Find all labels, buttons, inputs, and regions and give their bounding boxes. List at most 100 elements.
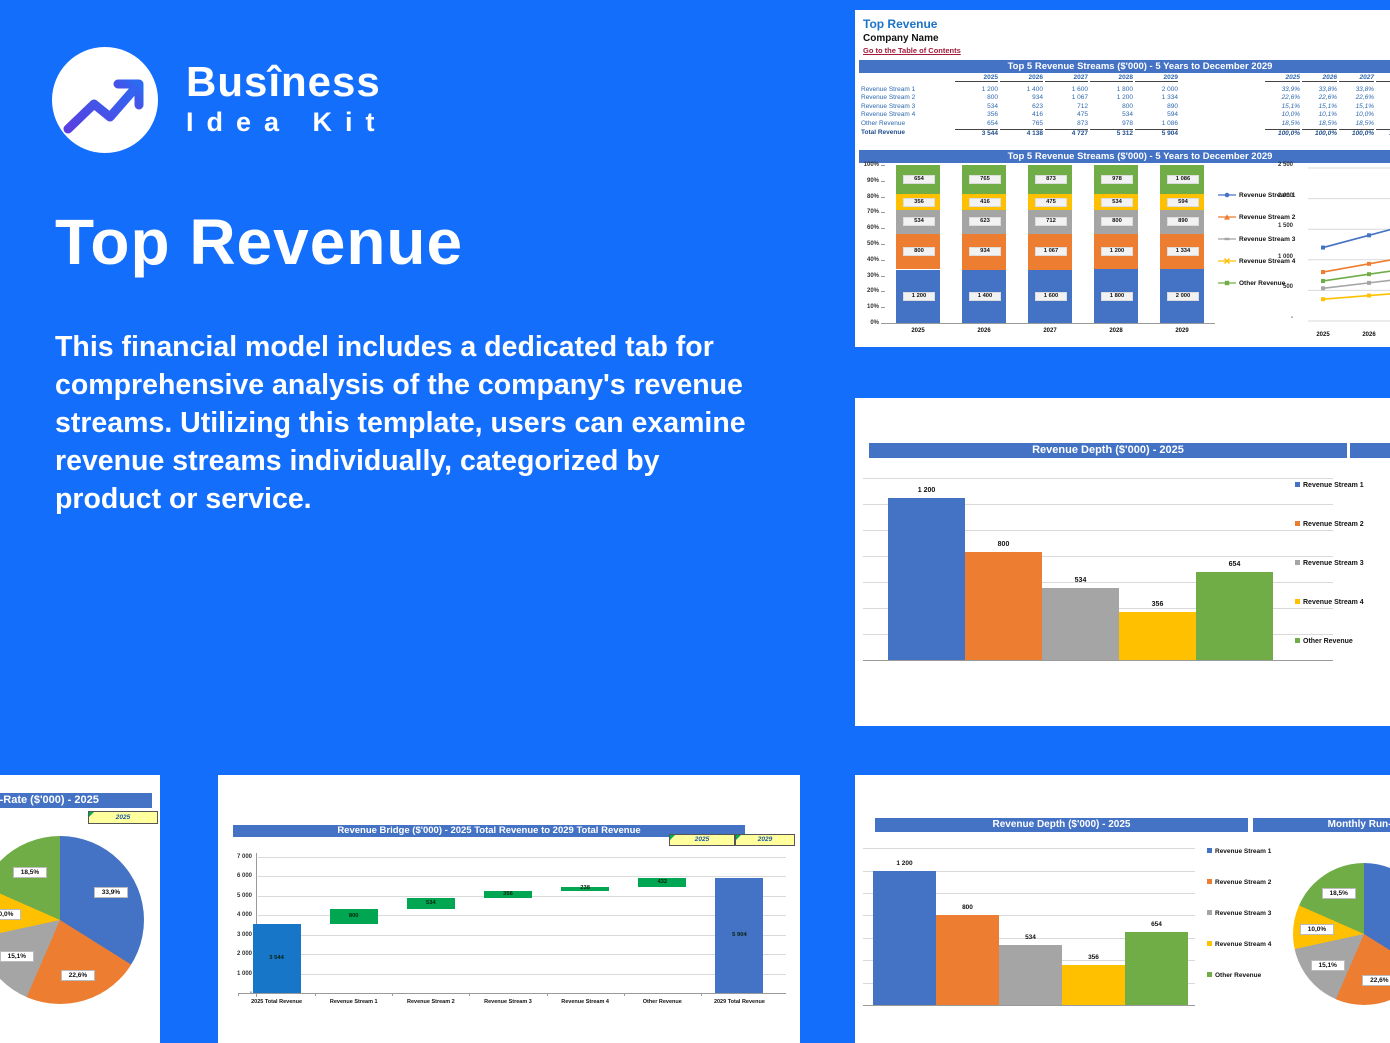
gridline — [863, 870, 1195, 872]
pie-slice-label: 15,1% — [0, 951, 34, 963]
gridline — [258, 934, 786, 936]
table-cell: 15,1% — [1376, 103, 1390, 110]
table-cell: 2027 — [1045, 74, 1088, 82]
waterfall-bar — [484, 891, 532, 899]
gridline — [863, 937, 1195, 939]
pie-slice-label: 22,6% — [60, 969, 95, 981]
y-axis-tick: 6 000 — [236, 873, 252, 880]
pie-slice-label: 22,6% — [1362, 975, 1390, 987]
year-selector-dropdown[interactable]: 2025 — [88, 811, 158, 824]
y-axis-tick: 90% — [866, 177, 879, 184]
table-cell: 623 — [1032, 102, 1043, 110]
table-of-contents-link[interactable]: Go to the Table of Contents — [863, 46, 961, 55]
x-axis-label: 2025 — [911, 328, 925, 334]
axis-tick-mark — [881, 212, 885, 214]
table-cell: 4 727 — [1045, 129, 1088, 137]
axis-tick-mark — [881, 165, 885, 166]
table-cell: 5 904 — [1135, 129, 1178, 137]
table-cell: 5 312 — [1090, 129, 1133, 137]
y-axis-tick: 50% — [866, 241, 879, 247]
panel-depth-and-runrate: Revenue Depth ($'000) - 2025 Monthly Run-… — [855, 775, 1390, 1043]
depth-bar — [936, 915, 999, 1005]
year-selector-dropdown[interactable]: 2029 — [735, 834, 795, 846]
legend-item: Revenue Stream 4 — [1207, 941, 1271, 948]
axis-tick-mark — [881, 244, 885, 245]
legend-item: Revenue Stream 2 — [1295, 521, 1364, 528]
y-axis-tick: 4 000 — [236, 912, 252, 919]
legend-item: Revenue Stream 1 — [1207, 848, 1271, 855]
gridline — [258, 973, 786, 975]
data-label: 594 — [1167, 197, 1199, 207]
y-axis-tick: 40% — [866, 256, 879, 263]
depth-bar — [873, 870, 936, 1005]
data-label: 1 600 — [1035, 291, 1067, 301]
y-axis-tick: 0% — [870, 320, 879, 326]
data-label: 623 — [969, 217, 1001, 227]
table-cell: 416 — [1032, 111, 1043, 119]
data-label: 1 400 — [969, 291, 1001, 301]
pie-slice-label: 10,0% — [1299, 924, 1334, 936]
x-axis-label: 2026 — [977, 328, 991, 334]
chart-title-bar: Revenue Depth ($'000) - 2025 — [875, 818, 1248, 832]
y-axis-tick: 1 000 — [236, 970, 252, 977]
axis-tick-mark — [392, 993, 394, 996]
year-selector-dropdown[interactable]: 2025 — [669, 834, 735, 846]
table-cell: 890 — [1167, 102, 1178, 110]
chart-title-bar: Monthly Run-Rate ($'000) - 2025 — [1253, 818, 1390, 832]
depth-bar — [1125, 931, 1188, 1005]
pie-slice-label: 18,5% — [12, 867, 47, 879]
table-cell: 873 — [1077, 119, 1088, 127]
chart-title-bar: Top 5 Revenue Streams ($'000) - 5 Years … — [859, 150, 1390, 163]
table-cell: 33,9% — [1376, 86, 1390, 93]
x-axis-label: 2027 — [1043, 328, 1057, 334]
selector-corner-marker — [670, 835, 675, 840]
y-axis-tick: 5 000 — [236, 892, 252, 899]
gridline — [863, 582, 1333, 583]
brand-name: Busîness Idea Kit — [186, 60, 388, 140]
x-axis-label: 2025 Total Revenue — [251, 999, 303, 1005]
y-axis-tick: 2 000 — [236, 951, 252, 958]
legend-item: Other Revenue — [1207, 972, 1261, 979]
x-axis-label: 2028 — [1109, 328, 1123, 334]
depth-bar — [1119, 611, 1196, 660]
table-cell: 1 067 — [1071, 94, 1088, 102]
gridline — [863, 848, 1195, 850]
legend-item: Revenue Stream 2 — [1207, 879, 1271, 886]
data-label: 356 — [903, 197, 935, 207]
selector-corner-marker — [89, 812, 94, 817]
waterfall-bar — [638, 878, 687, 887]
revenue-streams-table: 202520262027202820292025202620272028Reve… — [855, 72, 1390, 154]
legend-item: Revenue Stream 2 — [1218, 213, 1295, 223]
panel-revenue-depth: Revenue Depth ($'000) - 2025 1 200 800 534 3… — [855, 398, 1390, 726]
data-label: 800 — [903, 247, 935, 257]
waterfall-bar — [561, 886, 610, 892]
x-axis-label: Other Revenue — [642, 999, 682, 1005]
data-label: 712 — [1035, 217, 1067, 227]
y-axis-tick: - — [1291, 315, 1293, 321]
table-cell: 978 — [1122, 119, 1133, 127]
gridline — [863, 893, 1195, 894]
y-axis-tick: 60% — [866, 225, 879, 232]
table-cell: 2026 — [1302, 74, 1337, 82]
waterfall-bar — [252, 924, 301, 993]
table-cell: 18,5% — [1318, 119, 1337, 127]
table-cell: 800 — [987, 94, 998, 102]
table-cell: 2028 — [1090, 74, 1133, 82]
x-axis-label: 2025 — [1316, 332, 1330, 338]
table-cell: 10,0% — [1355, 111, 1374, 119]
depth-bar — [965, 552, 1042, 660]
table-cell: 1 086 — [1161, 119, 1178, 127]
legend-item: Other Revenue — [1218, 279, 1285, 289]
data-label: 1 200 — [896, 859, 913, 867]
chart-title-bar: Revenue Bridge ($'000) - 2025 Total Reve… — [233, 825, 745, 837]
table-cell: Revenue Stream 4 — [861, 111, 916, 119]
gridline — [863, 530, 1333, 531]
table-cell: 33,8% — [1355, 86, 1374, 93]
table-cell: Revenue Stream 2 — [861, 94, 916, 102]
data-label: 765 — [969, 175, 1001, 185]
data-label: 1 334 — [1167, 247, 1199, 257]
table-cell: 15,1% — [1318, 102, 1337, 110]
data-label: 5 904 — [732, 932, 747, 939]
x-axis-label: Revenue Stream 1 — [329, 999, 378, 1005]
